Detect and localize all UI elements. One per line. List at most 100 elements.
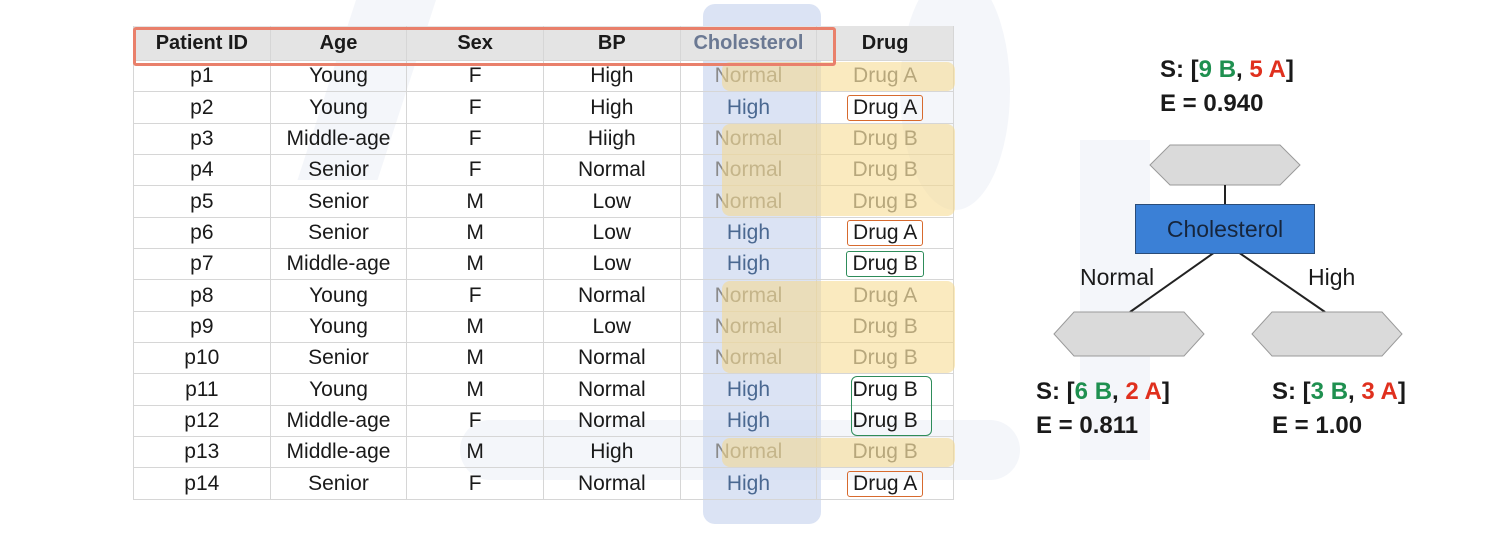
feature-columns-outline [133,27,836,66]
drug-label: Drug B [852,408,918,432]
patient-id-cell: p9 [133,310,271,343]
age-cell: Senior [269,216,407,249]
drug-b-group-outline [851,375,932,436]
sex-cell: F [406,279,544,312]
bp-cell: High [542,91,681,124]
right-b-count: 3 B [1310,378,1349,405]
age-cell: Middle-age [269,248,407,280]
sex-cell: M [406,248,544,280]
age-cell: Middle-age [269,436,407,468]
age-cell: Senior [269,185,407,218]
root-a-count: 5 A [1249,56,1286,83]
root-sep: , [1236,56,1250,83]
patient-id-cell: p6 [133,216,271,249]
drug-cell: Drug A [816,216,954,249]
cholesterol-cell: High [679,216,817,249]
normal-group-highlight [722,124,955,217]
cholesterol-cell: High [679,373,817,406]
bp-cell: Normal [542,404,681,437]
patient-id-cell: p2 [133,91,271,124]
patient-id-cell: p8 [133,279,271,312]
root-s-suffix: ] [1285,56,1294,83]
header-drug: Drug [816,26,954,61]
cholesterol-cell: High [679,248,817,280]
drug-label: Drug A [847,219,924,246]
drug-cell: Drug A [816,91,954,124]
cholesterol-split-node: Cholesterol [1135,204,1315,254]
table-header-row: Patient ID Age Sex BP Cholesterol Drug [133,26,954,61]
age-cell: Senior [269,342,407,374]
bp-cell: Normal [542,373,681,406]
drug-cell: Drug A [816,467,954,500]
normal-branch-label: Normal [1080,264,1155,290]
patient-id-cell: p13 [133,436,271,468]
age-cell: Young [269,310,407,343]
root-sample-counts: S: [9 B, 5 A] [1160,54,1294,86]
normal-group-highlight [722,280,955,373]
left-b-count: 6 B [1074,378,1113,405]
cholesterol-cell: High [679,91,817,124]
patient-id-cell: p11 [133,373,271,406]
root-s-prefix: S: [ [1160,56,1199,83]
patient-id-cell: p12 [133,404,271,437]
sex-cell: M [406,373,544,406]
table-row: p2 Young F High High Drug A [133,91,954,124]
right-sep: , [1348,378,1362,405]
sex-cell: F [406,122,544,155]
right-s-prefix: S: [ [1272,378,1311,405]
header-cholesterol: Cholesterol [679,26,817,61]
drug-label: Drug B [852,377,918,401]
right-edge [1237,251,1326,313]
root-entropy: E = 0.940 [1160,90,1264,117]
watermark-shape [1080,140,1150,460]
bp-cell: Normal [542,467,681,500]
high-branch-label: High [1308,264,1356,290]
patient-id-cell: p7 [133,248,271,280]
bp-cell: Normal [542,342,681,374]
sex-cell: M [406,310,544,343]
age-cell: Middle-age [269,404,407,437]
sex-cell: F [406,404,544,437]
age-cell: Senior [269,154,407,186]
drug-label: Drug A [847,470,924,497]
patient-id-cell: p3 [133,122,271,155]
root-hexagon [1149,144,1301,186]
age-cell: Young [269,373,407,406]
age-cell: Senior [269,467,407,500]
table-body: p1YoungFHighNormalDrug Ap2YoungFHighHigh… [133,59,954,500]
header-patient-id: Patient ID [133,26,271,61]
age-cell: Young [269,279,407,312]
bp-cell: Hiigh [542,122,681,155]
table-row: p12 Middle-age F Normal High Drug B [133,404,954,437]
sex-cell: F [406,91,544,124]
tree-graphics [1053,144,1403,357]
bp-cell: Normal [542,279,681,312]
table-row: p7 Middle-age M Low High Drug B [133,248,954,280]
sex-cell: M [406,216,544,249]
age-cell: Young [269,91,407,124]
bp-cell: Low [542,310,681,343]
bp-cell: Low [542,216,681,249]
left-sample-counts: S: [6 B, 2 A] [1036,376,1170,408]
right-sample-counts: S: [3 B, 3 A] [1272,376,1406,408]
sex-cell: M [406,185,544,218]
right-s-suffix: ] [1397,378,1406,405]
sex-cell: M [406,342,544,374]
left-s-prefix: S: [ [1036,378,1075,405]
cholesterol-cell: High [679,467,817,500]
cholesterol-cell: High [679,404,817,437]
table-row: p14 Senior F Normal High Drug A [133,467,954,500]
header-sex: Sex [406,26,544,61]
table-row: p11 Young M Normal High Drug B [133,373,954,406]
drug-label: Drug B [846,251,924,278]
drug-label: Drug A [847,94,924,121]
bp-cell: Low [542,248,681,280]
table-row: p6 Senior M Low High Drug A [133,216,954,249]
left-s-suffix: ] [1161,378,1170,405]
left-sep: , [1112,378,1126,405]
bp-cell: Normal [542,154,681,186]
normal-group-highlight [722,437,955,467]
patient-id-cell: p5 [133,185,271,218]
left-edge [1129,251,1216,313]
sex-cell: F [406,154,544,186]
